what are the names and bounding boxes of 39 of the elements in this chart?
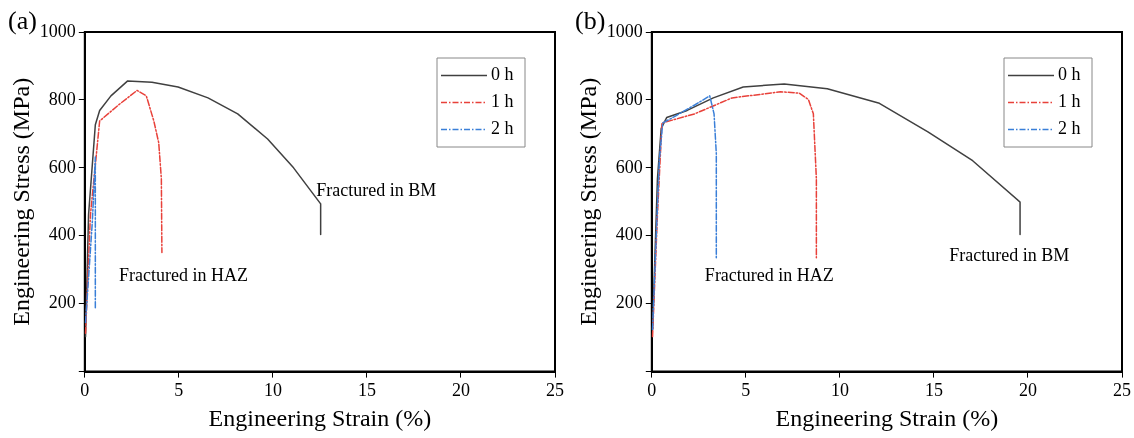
x-tick-label: 5 bbox=[741, 380, 751, 401]
legend-label: 1 h bbox=[1058, 91, 1081, 112]
annotation: Fractured in BM bbox=[949, 244, 1070, 265]
x-tick-label: 25 bbox=[1113, 380, 1131, 401]
y-axis-title: Engineering Stress (MPa) bbox=[574, 77, 601, 326]
chart-title: (a) bbox=[8, 5, 37, 35]
x-tick-label: 10 bbox=[263, 380, 282, 401]
y-tick-label: 800 bbox=[615, 88, 643, 109]
y-tick-label: 200 bbox=[615, 292, 643, 313]
x-tick-label: 25 bbox=[546, 380, 564, 401]
x-tick-label: 0 bbox=[647, 380, 657, 401]
x-tick-label: 5 bbox=[174, 380, 184, 401]
y-tick-label: 800 bbox=[48, 88, 76, 109]
x-tick-label: 20 bbox=[1018, 380, 1037, 401]
x-tick-label: 15 bbox=[357, 380, 376, 401]
annotation: Fractured in HAZ bbox=[704, 265, 834, 286]
y-tick-label: 600 bbox=[615, 156, 643, 177]
annotation: Fractured in HAZ bbox=[119, 265, 249, 286]
x-axis-title: Engineering Strain (%) bbox=[775, 404, 999, 431]
line-series bbox=[84, 156, 97, 324]
x-axis-title: Engineering Strain (%) bbox=[208, 404, 432, 431]
legend-label: 0 h bbox=[491, 64, 514, 85]
y-tick-label: 1000 bbox=[39, 20, 76, 41]
y-tick-label: 400 bbox=[48, 224, 76, 245]
x-tick-label: 0 bbox=[80, 380, 90, 401]
x-tick-label: 15 bbox=[924, 380, 943, 401]
legend-label: 2 h bbox=[1058, 118, 1081, 139]
y-tick-label: 600 bbox=[48, 156, 76, 177]
x-tick-label: 10 bbox=[830, 380, 849, 401]
x-tick-label: 20 bbox=[451, 380, 470, 401]
annotation: Fractured in BM bbox=[316, 180, 437, 201]
legend-label: 0 h bbox=[1058, 64, 1081, 85]
y-tick-label: 200 bbox=[48, 292, 76, 313]
chart-title: (b) bbox=[575, 5, 606, 35]
y-axis-title: Engineering Stress (MPa) bbox=[7, 77, 34, 326]
y-tick-label: 1000 bbox=[606, 20, 643, 41]
legend-label: 1 h bbox=[491, 91, 514, 112]
y-tick-label: 400 bbox=[615, 224, 643, 245]
legend-label: 2 h bbox=[491, 118, 514, 139]
